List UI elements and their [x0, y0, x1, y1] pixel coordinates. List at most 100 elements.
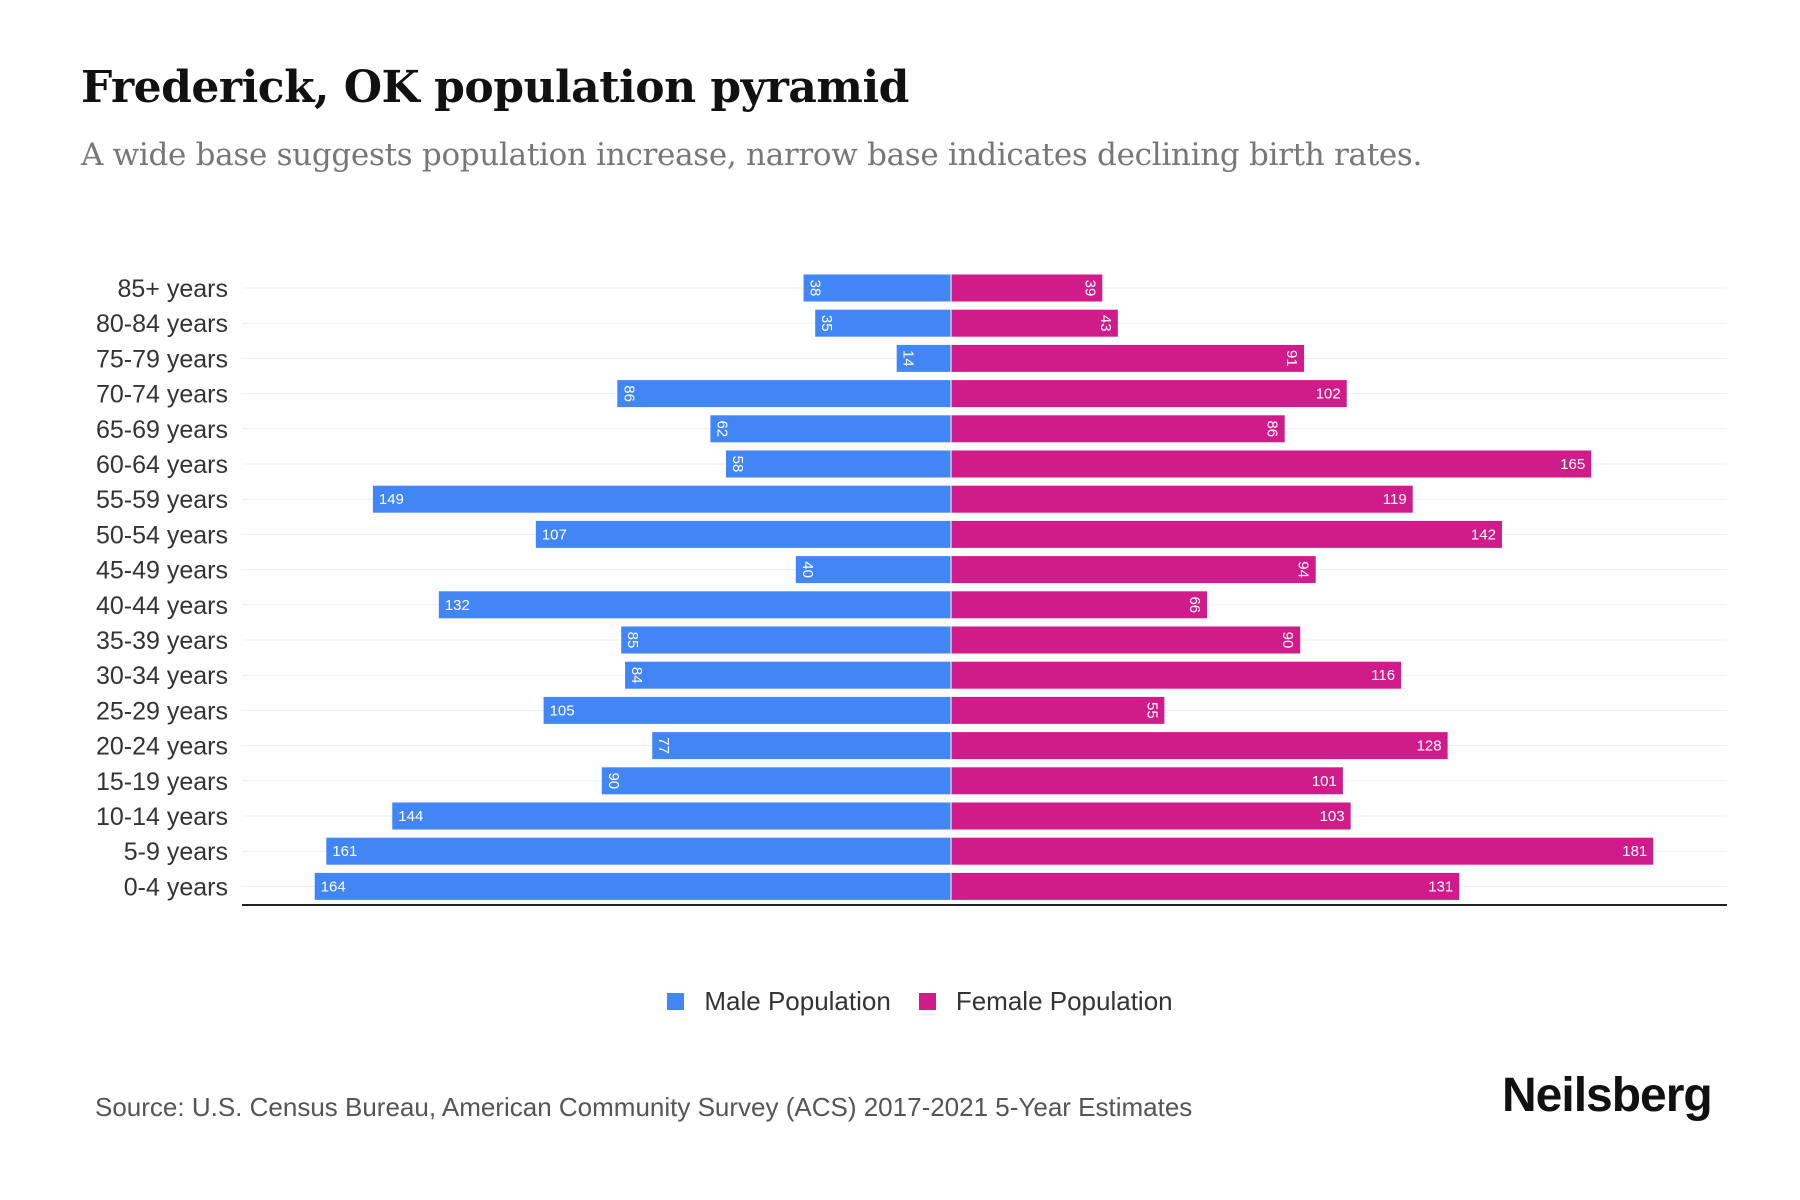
bar-male	[326, 837, 951, 865]
bar-male	[543, 696, 951, 724]
bar-female	[951, 344, 1305, 372]
data-label-female: 39	[1081, 280, 1098, 297]
data-label-female: 90	[1279, 632, 1296, 649]
data-label-female: 43	[1097, 315, 1114, 332]
data-label-male: 40	[799, 561, 816, 578]
data-label-male: 132	[445, 597, 470, 614]
category-label: 75-79 years	[96, 345, 228, 373]
legend: Male Population Female Population	[0, 986, 1800, 1017]
data-label-male: 149	[379, 491, 404, 508]
data-label-female: 101	[1312, 773, 1337, 790]
bar-male	[601, 767, 951, 795]
bar-female	[951, 591, 1208, 619]
category-label: 20-24 years	[96, 733, 228, 761]
bar-male	[896, 344, 951, 372]
category-label: 0-4 years	[124, 873, 228, 901]
bar-female	[951, 767, 1343, 795]
bar-male	[652, 732, 951, 760]
category-label: 35-39 years	[96, 627, 228, 655]
category-label: 40-44 years	[96, 592, 228, 620]
legend-swatch-male	[667, 993, 685, 1010]
bar-male	[621, 626, 951, 654]
category-label: 80-84 years	[96, 310, 228, 338]
chart-title: Frederick, OK population pyramid	[81, 62, 909, 113]
data-label-male: 161	[332, 843, 357, 860]
data-label-male: 38	[807, 280, 824, 297]
bar-male	[803, 274, 951, 302]
bar-female	[951, 450, 1592, 478]
bar-female	[951, 626, 1301, 654]
category-label: 65-69 years	[96, 416, 228, 444]
data-label-female: 102	[1316, 386, 1341, 403]
category-label: 70-74 years	[96, 381, 228, 409]
bar-female	[951, 380, 1347, 408]
category-label: 15-19 years	[96, 768, 228, 796]
bar-male	[372, 485, 951, 513]
legend-label-female: Female Population	[955, 986, 1173, 1016]
population-pyramid-chart: 85+ years 38 39 80-84 years 35 43 75-79 years 1…	[96, 274, 1727, 906]
category-label: 10-14 years	[96, 803, 228, 831]
bar-male	[392, 802, 951, 830]
bar-female	[951, 872, 1460, 900]
legend-label-male: Male Population	[704, 986, 891, 1016]
data-label-female: 131	[1428, 878, 1453, 895]
data-label-female: 86	[1264, 420, 1281, 437]
data-label-female: 55	[1143, 702, 1160, 719]
data-label-male: 77	[655, 737, 672, 754]
bar-male	[815, 309, 951, 337]
bar-female	[951, 274, 1103, 302]
bar-female	[951, 696, 1165, 724]
data-label-male: 107	[542, 526, 567, 543]
bar-male	[710, 415, 951, 443]
category-label: 85+ years	[118, 275, 229, 303]
legend-item-female: Female Population	[918, 986, 1173, 1017]
data-label-male: 164	[321, 878, 346, 895]
bar-male	[535, 520, 951, 548]
data-label-male: 105	[550, 702, 575, 719]
bar-female	[951, 309, 1118, 337]
chart-subtitle: A wide base suggests population increase…	[81, 137, 1423, 173]
bar-female	[951, 802, 1351, 830]
data-label-male: 62	[713, 420, 730, 437]
category-label: 60-64 years	[96, 451, 228, 479]
bar-female	[951, 556, 1316, 584]
bar-male	[617, 380, 951, 408]
legend-item-male: Male Population	[667, 986, 891, 1017]
data-label-female: 181	[1622, 843, 1647, 860]
category-label: 30-34 years	[96, 662, 228, 690]
data-label-female: 103	[1320, 808, 1345, 825]
bar-female	[951, 415, 1285, 443]
bar-male	[625, 661, 951, 689]
legend-swatch-female	[918, 993, 936, 1010]
bar-male	[795, 556, 951, 584]
data-label-female: 66	[1186, 596, 1203, 613]
category-label: 5-9 years	[124, 838, 228, 866]
data-label-male: 144	[398, 808, 423, 825]
data-label-female: 94	[1295, 561, 1312, 578]
bar-female	[951, 661, 1402, 689]
category-label: 55-59 years	[96, 486, 228, 514]
bar-male	[314, 872, 951, 900]
data-label-male: 35	[818, 315, 835, 332]
data-label-female: 119	[1383, 491, 1407, 508]
data-label-male: 84	[628, 667, 645, 684]
data-label-female: 128	[1417, 738, 1442, 755]
bar-male	[438, 591, 952, 619]
category-label: 25-29 years	[96, 697, 228, 725]
category-label: 45-49 years	[96, 557, 228, 585]
category-label: 50-54 years	[96, 521, 228, 549]
data-label-female: 91	[1283, 350, 1300, 367]
data-label-male: 14	[900, 350, 917, 367]
data-label-male: 90	[605, 772, 622, 789]
bar-female	[951, 485, 1413, 513]
data-label-male: 86	[620, 385, 637, 402]
bar-female	[951, 732, 1448, 760]
data-label-male: 85	[624, 632, 641, 649]
source-note: Source: U.S. Census Bureau, American Com…	[95, 1092, 1193, 1122]
data-label-female: 116	[1371, 667, 1395, 684]
data-label-female: 142	[1471, 526, 1496, 543]
bar-female	[951, 520, 1502, 548]
data-label-female: 165	[1560, 456, 1585, 473]
neilsberg-logo: Neilsberg	[1502, 1069, 1713, 1122]
data-label-male: 58	[729, 456, 746, 473]
